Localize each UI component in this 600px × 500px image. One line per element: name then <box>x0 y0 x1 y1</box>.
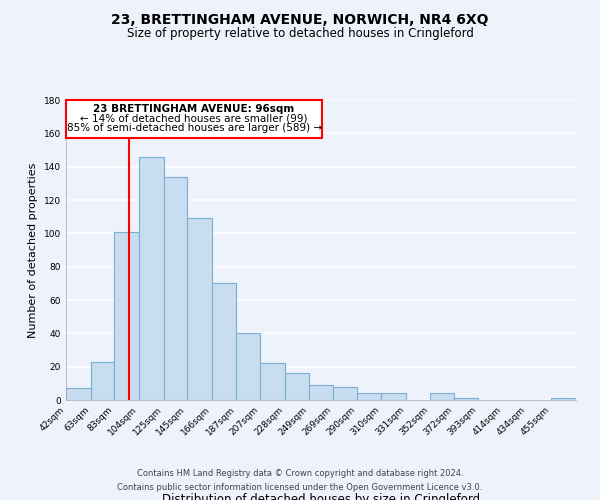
Bar <box>381 394 406 400</box>
Bar <box>260 364 284 400</box>
Bar <box>139 156 164 400</box>
Bar <box>212 284 236 400</box>
Text: 23 BRETTINGHAM AVENUE: 96sqm: 23 BRETTINGHAM AVENUE: 96sqm <box>94 104 295 114</box>
Text: Contains HM Land Registry data © Crown copyright and database right 2024.: Contains HM Land Registry data © Crown c… <box>137 468 463 477</box>
Bar <box>454 398 478 400</box>
Bar <box>358 394 381 400</box>
Text: Size of property relative to detached houses in Cringleford: Size of property relative to detached ho… <box>127 28 473 40</box>
Y-axis label: Number of detached properties: Number of detached properties <box>28 162 38 338</box>
Text: 23, BRETTINGHAM AVENUE, NORWICH, NR4 6XQ: 23, BRETTINGHAM AVENUE, NORWICH, NR4 6XQ <box>111 12 489 26</box>
Text: Contains public sector information licensed under the Open Government Licence v3: Contains public sector information licen… <box>118 484 482 492</box>
Text: 85% of semi-detached houses are larger (589) →: 85% of semi-detached houses are larger (… <box>67 124 322 134</box>
Bar <box>309 385 333 400</box>
Bar <box>164 176 187 400</box>
Text: ← 14% of detached houses are smaller (99): ← 14% of detached houses are smaller (99… <box>80 114 308 124</box>
Bar <box>333 386 358 400</box>
Bar <box>66 100 322 138</box>
Bar <box>187 218 212 400</box>
X-axis label: Distribution of detached houses by size in Cringleford: Distribution of detached houses by size … <box>162 492 480 500</box>
Bar <box>551 398 576 400</box>
Bar <box>114 232 139 400</box>
Bar <box>284 374 309 400</box>
Bar <box>91 362 114 400</box>
Bar <box>430 394 454 400</box>
Bar <box>236 334 260 400</box>
Bar <box>66 388 91 400</box>
